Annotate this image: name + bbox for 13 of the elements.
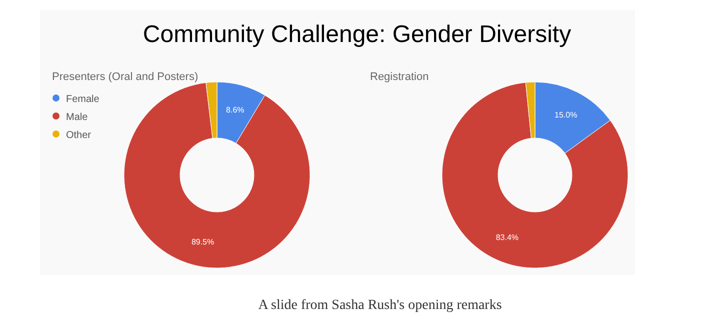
data-label: 8.6% <box>226 105 244 114</box>
text: A slide from Sasha Rush's opening remarks <box>258 298 502 313</box>
data-label: 89.5% <box>191 238 214 246</box>
chart-subtitle: Presenters (Oral and Posters) <box>52 71 198 83</box>
legend-label: Male <box>66 112 88 123</box>
data-label: 83.4% <box>496 233 519 242</box>
legend-label: Other <box>66 130 92 141</box>
chart-title: Registration <box>370 71 429 83</box>
data-label: 15.0% <box>554 110 578 120</box>
donut-slice <box>124 82 310 268</box>
legend-label: Female <box>66 94 100 105</box>
donut-slice <box>442 82 628 268</box>
chart-title: Community Challenge: Gender Diversity <box>142 21 572 48</box>
